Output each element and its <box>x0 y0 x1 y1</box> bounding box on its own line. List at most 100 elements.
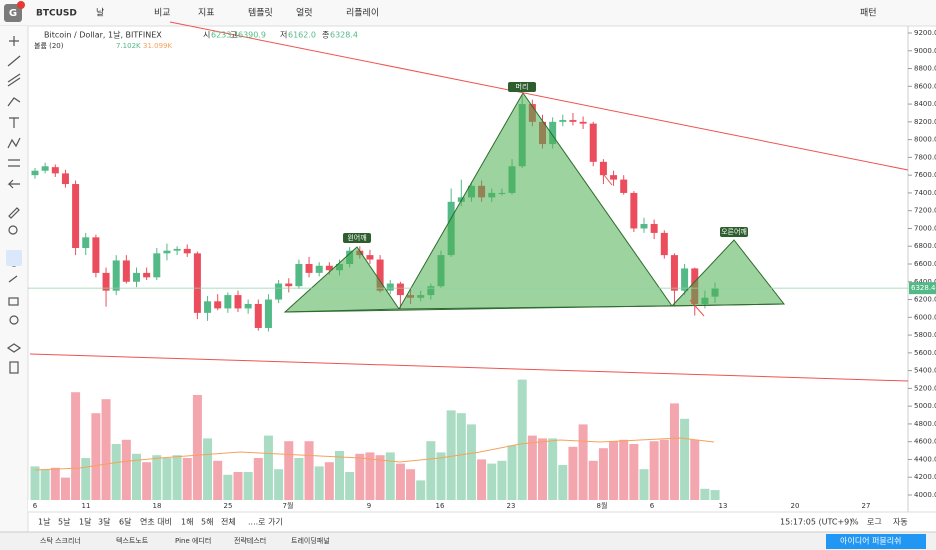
panel-tab[interactable]: 트레이딩패널 <box>291 536 330 545</box>
time-label: 25 <box>224 502 233 510</box>
time-label: 13 <box>719 502 728 510</box>
candle-body <box>264 299 272 328</box>
time-label: 23 <box>507 502 516 510</box>
price-label: 7800.0 <box>914 153 936 161</box>
toolbar-item[interactable]: 템플릿 <box>248 7 273 19</box>
volume-bar <box>294 458 304 500</box>
range-button[interactable]: 전체 <box>221 517 236 527</box>
clock: 15:17:05 (UTC+9) <box>780 518 852 527</box>
toolbar-item[interactable]: 얼럿 <box>296 7 313 19</box>
volume-bar <box>182 458 192 500</box>
volume-bar <box>578 424 588 500</box>
range-button[interactable]: 1해 <box>181 517 193 527</box>
range-button[interactable]: 연초 대비 <box>140 518 172 527</box>
candle-body <box>589 123 597 162</box>
pct[interactable]: % <box>851 518 859 527</box>
candle-body <box>193 253 201 313</box>
volume-bar <box>253 458 263 500</box>
volume-bar <box>50 467 60 500</box>
volume-bar <box>497 460 507 500</box>
range-button[interactable]: 5날 <box>58 517 71 527</box>
candle-body <box>82 237 90 249</box>
legend-close-label: 종 <box>322 31 329 40</box>
volume-bar <box>598 448 608 500</box>
logo[interactable] <box>4 4 22 22</box>
panel-tab[interactable]: 전략테스터 <box>234 536 266 545</box>
panel-tab[interactable]: 텍스트노트 <box>116 536 149 545</box>
volume-bar <box>588 460 598 500</box>
symbol[interactable]: BTCUSD <box>36 9 77 19</box>
toolbar-item[interactable]: 지표 <box>198 8 215 19</box>
price-label: 4600.0 <box>914 438 936 446</box>
volume-ma-value: 31.099K <box>143 42 172 50</box>
volume-bar <box>314 466 324 500</box>
candle-body <box>224 295 232 309</box>
volume-bar <box>395 463 405 500</box>
price-label: 4400.0 <box>914 455 936 463</box>
price-label: 5200.0 <box>914 384 936 392</box>
time-label: 11 <box>82 502 91 510</box>
legend-high-label: 고 <box>230 31 237 40</box>
candle-body <box>315 265 323 273</box>
time-label: 9 <box>367 502 371 510</box>
candle-body <box>133 272 140 282</box>
pattern[interactable]: 패턴 <box>860 8 877 19</box>
toolbar-item[interactable]: 비교 <box>154 8 171 19</box>
volume-bar <box>385 452 395 500</box>
time-label: 8월 <box>597 501 608 510</box>
volume-bar <box>375 455 385 500</box>
volume-bar <box>456 413 466 500</box>
volume-bar <box>162 458 172 500</box>
price-label: 8000.0 <box>914 136 936 144</box>
log[interactable]: 로그 <box>867 518 882 527</box>
volume-bar <box>40 469 50 500</box>
volume-bar <box>355 453 365 500</box>
volume-bar <box>172 455 182 500</box>
volume-bar <box>507 445 517 500</box>
publish-button[interactable] <box>826 534 926 549</box>
annotation-box <box>343 233 371 243</box>
volume-bar <box>365 452 375 500</box>
range-button[interactable]: 3달 <box>98 518 111 527</box>
range-button[interactable]: 1날 <box>38 517 51 527</box>
price-label: 5000.0 <box>914 402 936 410</box>
volume-bar <box>111 444 121 500</box>
candle-body <box>122 260 130 282</box>
range-button[interactable]: 6달 <box>119 518 132 527</box>
volume-bar <box>710 490 720 500</box>
volume-bar <box>548 438 558 500</box>
candle-body <box>173 248 181 251</box>
range-button[interactable]: 1달 <box>79 518 92 527</box>
volume-bar <box>690 439 700 500</box>
goto[interactable]: ....로 가기 <box>248 518 283 527</box>
panel-tab[interactable]: 스탁 스크리너 <box>40 536 81 545</box>
toolbar-item[interactable]: 리플레이 <box>346 8 379 19</box>
volume-bar <box>538 438 547 500</box>
publish-label[interactable]: 아이디어 퍼블리쉬 <box>840 536 901 546</box>
candle-body <box>275 283 283 300</box>
auto[interactable]: 자동 <box>893 518 908 527</box>
legend-title: Bitcoin / Dollar, 1날, BITFINEX <box>44 30 162 40</box>
annotation: 머리 <box>516 82 529 91</box>
candle-body <box>163 250 171 254</box>
volume-bar <box>30 466 40 500</box>
volume-bar <box>304 441 314 500</box>
volume-bar <box>223 474 233 500</box>
price-label: 6600.0 <box>914 260 936 268</box>
volume-bar <box>101 399 111 500</box>
candle-body <box>244 303 252 309</box>
candle-body <box>620 179 628 193</box>
range-button[interactable]: 5해 <box>201 517 213 527</box>
interval[interactable]: 날 <box>96 8 104 19</box>
candle-body <box>31 170 39 176</box>
price-label: 8400.0 <box>914 100 936 108</box>
price-label: 8600.0 <box>914 82 936 90</box>
panel-tab[interactable]: Pine 에디터 <box>175 536 211 545</box>
legend-low: 6162.0 <box>288 31 316 40</box>
candle-body <box>204 301 212 313</box>
volume-bar <box>639 469 649 500</box>
candle-body <box>102 272 110 291</box>
trendline <box>169 21 909 171</box>
volume-bar <box>609 441 619 500</box>
volume-bar <box>406 469 416 500</box>
